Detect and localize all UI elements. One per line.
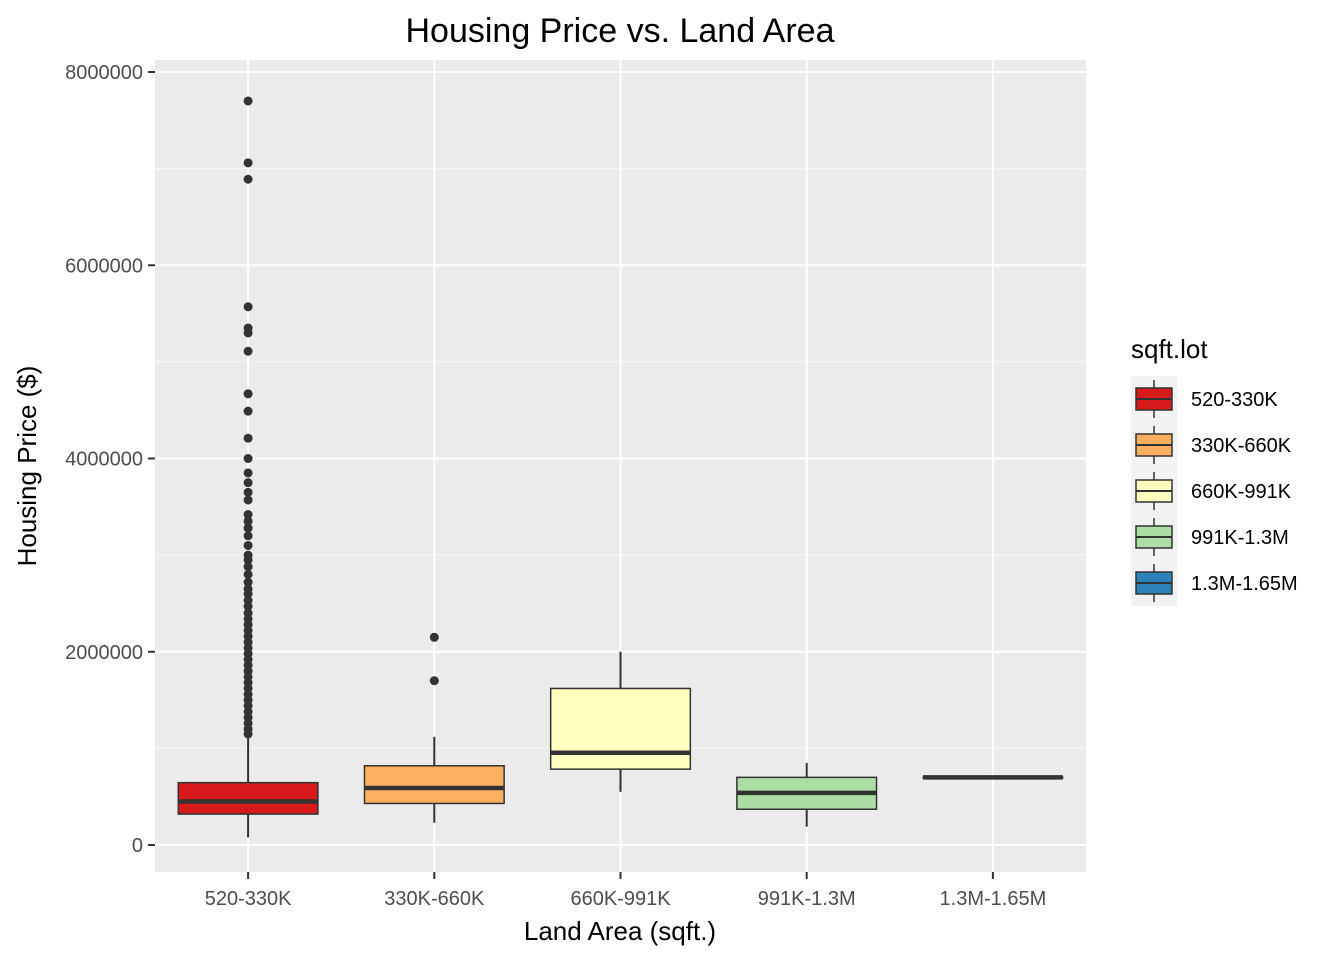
x-tick-label: 520-330K [205,888,292,910]
legend-item-660K-991K: 660K-991K [1131,468,1292,514]
outlier-point [243,468,253,478]
y-axis-title: Housing Price ($) [12,366,42,567]
outlier-point [243,540,253,550]
outlier-point [243,601,253,611]
outlier-point [243,531,253,541]
outlier-point [243,495,253,505]
outlier-point [243,510,253,520]
x-axis: 520-330K 330K-660K 660K-991K 991K-1.3M 1.3M-… [205,872,1047,910]
outlier-point [243,478,253,488]
y-tick-label: 2000000 [65,642,143,664]
chart-title: Housing Price vs. Land Area [405,12,834,50]
outlier-point [243,577,253,587]
x-tick-label: 330K-660K [384,888,485,910]
box-991K-1.3M [736,762,878,827]
outlier-point [429,632,439,642]
legend-item-520-330K: 520-330K [1131,376,1278,422]
box-1.3M-1.65M [922,775,1064,780]
outlier-point [243,96,253,106]
y-tick-label: 8000000 [65,62,143,84]
box-520-330K [177,96,319,838]
box-330K-660K [363,632,505,823]
box-body [177,781,319,815]
x-axis-title: Land Area (sqft.) [524,916,716,946]
outlier-point [243,158,253,168]
legend-label: 991K-1.3M [1191,527,1289,549]
y-axis: 0 2000000 4000000 6000000 8000000 [65,62,155,857]
legend-item-330K-660K: 330K-660K [1131,422,1292,468]
outlier-point [243,523,253,533]
outlier-point [429,676,439,686]
outlier-point [243,174,253,184]
outlier-point [243,389,253,399]
outlier-point [243,328,253,338]
legend-label: 660K-991K [1191,481,1292,503]
boxes [177,96,1064,838]
box-body [363,765,505,805]
outlier-point [243,454,253,463]
y-tick-label: 0 [132,835,143,857]
y-tick-label: 6000000 [65,255,143,277]
x-tick-label: 660K-991K [570,888,671,910]
outlier-point [243,433,253,443]
outlier-point [243,516,253,526]
legend-label: 520-330K [1191,389,1278,411]
legend-item-991K-1.3M: 991K-1.3M [1131,514,1289,560]
outlier-point [243,406,253,416]
box-660K-991K [549,651,692,792]
outlier-point [243,346,253,356]
outlier-point [243,487,253,497]
legend-title: sqft.lot [1131,334,1208,364]
legend-label: 330K-660K [1191,435,1292,457]
y-tick-label: 4000000 [65,449,143,471]
legend-label: 1.3M-1.65M [1191,573,1298,595]
outlier-point [243,555,253,565]
legend: sqft.lot 520-330K 330K-660K 660K-991K 991K-… [1131,334,1298,606]
x-tick-label: 1.3M-1.65M [940,888,1047,910]
outlier-point [243,562,253,572]
outlier-point [243,302,253,312]
outlier-point [243,729,253,739]
box-body [549,687,692,770]
outlier-point [243,589,253,599]
x-tick-label: 991K-1.3M [758,888,856,910]
legend-item-1.3M-1.65M: 1.3M-1.65M [1131,560,1298,606]
outlier-point [243,569,253,579]
